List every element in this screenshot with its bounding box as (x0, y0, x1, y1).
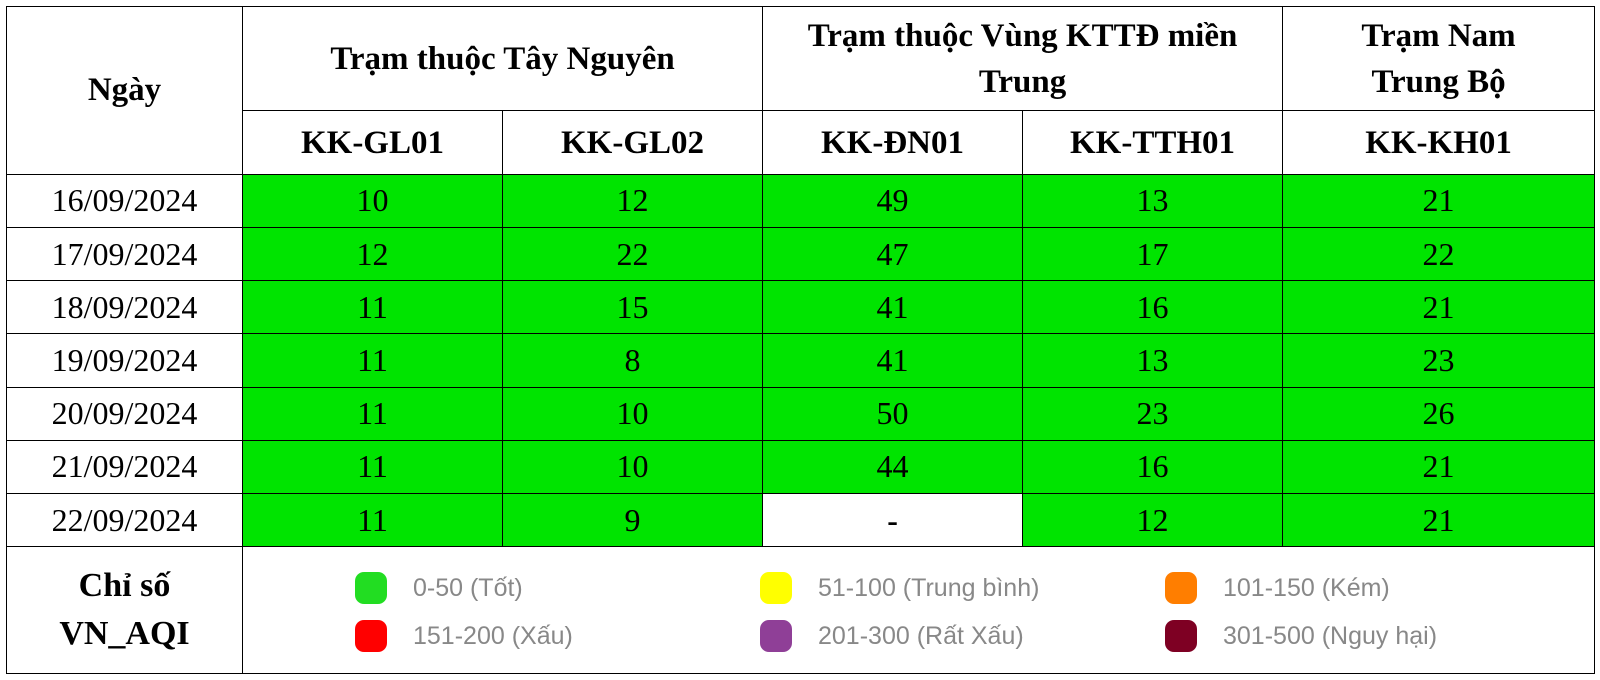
data-body: 16/09/2024 10 12 49 13 21 17/09/2024 12 22 47 17 22… (6, 173, 1596, 548)
aqi-value-cell: 11 (242, 280, 503, 335)
aqi-value-cell: 10 (501, 439, 764, 494)
date-cell: 19/09/2024 (6, 333, 243, 388)
aqi-value-cell: 21 (1282, 439, 1596, 494)
aqi-value-cell: 11 (242, 439, 503, 494)
aqi-value-cell: 41 (762, 333, 1024, 388)
legend-item: 201-300 (Rất Xấu) (760, 620, 1165, 653)
legend-item: 151-200 (Xấu) (355, 620, 760, 653)
legend-swatch (760, 572, 792, 605)
aqi-value-cell: 15 (501, 280, 764, 335)
aqi-value-cell: 22 (501, 226, 764, 282)
aqi-value-cell: 17 (1022, 226, 1284, 282)
aqi-value-cell: 50 (762, 386, 1024, 441)
legend-swatch (355, 620, 387, 653)
aqi-value-cell: 9 (501, 492, 764, 548)
aqi-table: Ngày Trạm thuộc Tây Nguyên Trạm thuộc Vù… (6, 5, 1596, 674)
table-row: 18/09/2024 11 15 41 16 21 (6, 280, 1596, 335)
aqi-value-cell: 49 (762, 173, 1024, 228)
legend-label: 0-50 (Tốt) (413, 573, 523, 602)
legend-swatch (760, 620, 792, 653)
table-row: 16/09/2024 10 12 49 13 21 (6, 173, 1596, 228)
table-row: 22/09/2024 11 9-12 21 (6, 492, 1596, 548)
legend-label: 101-150 (Kém) (1223, 573, 1390, 602)
date-cell: 20/09/2024 (6, 386, 243, 441)
date-cell: 18/09/2024 (6, 280, 243, 335)
table-row: 19/09/2024 11 8 41 13 23 (6, 333, 1596, 388)
legend-row: Chỉ số VN_AQI 0-50 (Tốt) 51-100 (Trung bì… (6, 546, 1596, 674)
aqi-value-cell: 21 (1282, 173, 1596, 228)
aqi-value-cell: 13 (1022, 173, 1284, 228)
aqi-value-cell: - (762, 492, 1024, 548)
group-header-kttd-mien-trung: Trạm thuộc Vùng KTTĐ miền Trung (762, 5, 1284, 112)
aqi-value-cell: 21 (1282, 280, 1596, 335)
aqi-value-cell: 12 (242, 226, 503, 282)
station-header: KK-GL01 (242, 110, 503, 175)
legend-area: 0-50 (Tốt) 51-100 (Trung bình) 101-150 (Ké… (241, 546, 1596, 674)
aqi-value-cell: 11 (242, 386, 503, 441)
aqi-value-cell: 22 (1282, 226, 1596, 282)
legend-label: 151-200 (Xấu) (413, 621, 573, 650)
aqi-value-cell: 11 (242, 333, 503, 388)
date-cell: 22/09/2024 (6, 492, 243, 548)
aqi-value-cell: 12 (1022, 492, 1284, 548)
legend-label: 301-500 (Nguy hại) (1223, 621, 1438, 650)
aqi-value-cell: 23 (1282, 333, 1596, 388)
date-cell: 17/09/2024 (6, 226, 243, 282)
legend-swatch (1165, 572, 1197, 605)
date-cell: 16/09/2024 (6, 173, 243, 228)
group-header-nam-trung-bo: Trạm Nam Trung Bộ (1282, 5, 1596, 112)
station-header: KK-ĐN01 (762, 110, 1024, 175)
aqi-value-cell: 16 (1022, 439, 1284, 494)
station-header: KK-GL02 (501, 110, 764, 175)
aqi-value-cell: 12 (501, 173, 764, 228)
aqi-value-cell: 41 (762, 280, 1024, 335)
legend-title-line2: VN_AQI (59, 615, 190, 653)
aqi-value-cell: 47 (762, 226, 1024, 282)
date-header: Ngày (6, 6, 243, 175)
legend-label: 201-300 (Rất Xấu) (818, 621, 1024, 650)
legend-title-line1: Chỉ số (78, 567, 171, 605)
table-row: 21/09/2024 11 10 44 16 21 (6, 439, 1596, 494)
aqi-value-cell: 10 (501, 386, 764, 441)
aqi-value-cell: 8 (501, 333, 764, 388)
legend-swatch (1165, 620, 1197, 653)
table-row: 17/09/2024 12 22 47 17 22 (6, 226, 1596, 282)
group-header-tay-nguyen: Trạm thuộc Tây Nguyên (241, 5, 764, 112)
header-station-row: KK-GL01 KK-GL02 KK-ĐN01 KK-TTH01 KK-KH01 (7, 110, 1596, 175)
aqi-value-cell: 21 (1282, 492, 1596, 548)
legend-item: 0-50 (Tốt) (355, 572, 760, 605)
aqi-value-cell: 23 (1022, 386, 1284, 441)
aqi-value-cell: 44 (762, 439, 1024, 494)
aqi-value-cell: 26 (1282, 386, 1596, 441)
header-group-row: Ngày Trạm thuộc Tây Nguyên Trạm thuộc Vù… (6, 5, 1596, 175)
legend-item: 51-100 (Trung bình) (760, 572, 1165, 605)
station-header: KK-TTH01 (1022, 110, 1284, 175)
aqi-value-cell: 13 (1022, 333, 1284, 388)
station-header: KK-KH01 (1282, 110, 1596, 175)
legend-label: 51-100 (Trung bình) (818, 573, 1040, 602)
table-row: 20/09/2024 11 10 50 23 26 (6, 386, 1596, 441)
date-cell: 21/09/2024 (6, 439, 243, 494)
legend-swatch (355, 572, 387, 605)
legend-item: 101-150 (Kém) (1165, 572, 1495, 605)
aqi-value-cell: 16 (1022, 280, 1284, 335)
aqi-value-cell: 10 (242, 173, 503, 228)
legend-title: Chỉ số VN_AQI (6, 546, 243, 674)
legend-grid: 0-50 (Tốt) 51-100 (Trung bình) 101-150 (Ké… (355, 572, 1594, 653)
legend-item: 301-500 (Nguy hại) (1165, 620, 1495, 653)
aqi-value-cell: 11 (242, 492, 503, 548)
